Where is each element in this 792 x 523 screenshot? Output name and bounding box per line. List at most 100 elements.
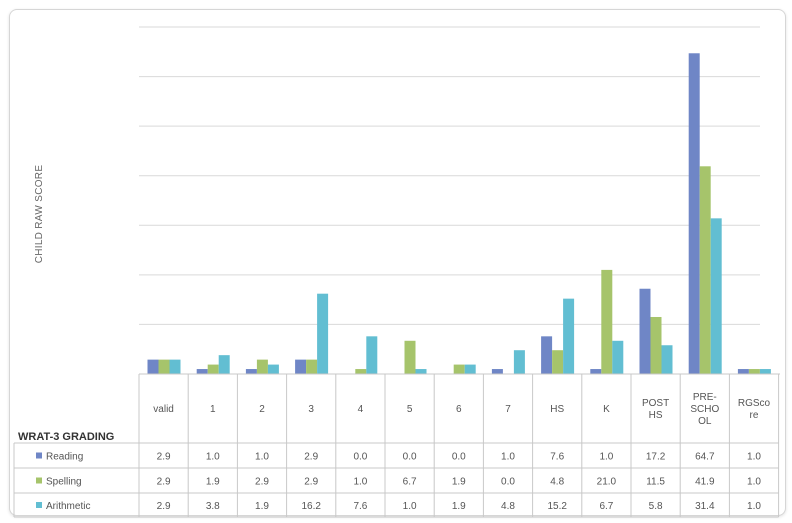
- bar-reading-12: [737, 369, 749, 374]
- category-label: K: [603, 404, 610, 415]
- data-label: 1.0: [501, 452, 515, 463]
- data-label: 1.0: [747, 452, 761, 463]
- category-label: SCHO: [690, 404, 719, 415]
- bar-reading-0: [147, 359, 159, 374]
- data-label: 16.2: [301, 501, 321, 512]
- data-label: 64.7: [695, 452, 715, 463]
- data-label: 3.8: [206, 501, 220, 512]
- category-label: PRE-: [693, 392, 717, 403]
- bar-arithmetic-11: [710, 218, 722, 374]
- data-label: 5.8: [649, 501, 663, 512]
- data-label: 1.0: [255, 452, 269, 463]
- data-label: 0.0: [501, 477, 515, 488]
- bar-reading-1: [196, 369, 208, 374]
- category-label: POST: [642, 398, 669, 409]
- data-table: valid 1 2 3 4 5 6 7 HS KPOSTHSPRE-SCHOOLRGScoreRe…: [13, 373, 780, 518]
- bar-arithmetic-3: [317, 293, 329, 374]
- data-label: 31.4: [695, 501, 715, 512]
- bar-spelling-10: [650, 316, 662, 374]
- data-label: 1.0: [206, 452, 220, 463]
- category-label: 5: [407, 404, 413, 415]
- bar-arithmetic-9: [612, 340, 624, 374]
- bar-reading-10: [639, 288, 651, 374]
- category-label: 2: [259, 404, 265, 415]
- data-label: 0.0: [353, 452, 367, 463]
- data-label: 7.6: [353, 501, 367, 512]
- category-label: 6: [456, 404, 462, 415]
- legend-label-reading: Reading: [46, 452, 83, 463]
- data-label: 41.9: [695, 477, 715, 488]
- data-label: 1.0: [403, 501, 417, 512]
- bar-spelling-9: [601, 269, 613, 374]
- category-label: valid: [153, 404, 174, 415]
- legend-swatch-spelling: [36, 477, 42, 484]
- bar-arithmetic-5: [415, 369, 427, 374]
- data-label: 1.9: [452, 477, 466, 488]
- legend-label-spelling: Spelling: [46, 477, 82, 488]
- bar-spelling-11: [699, 166, 711, 374]
- data-label: 1.9: [452, 501, 466, 512]
- data-label: 1.0: [599, 452, 613, 463]
- bar-reading-8: [541, 336, 553, 374]
- legend-swatch-reading: [36, 452, 42, 459]
- data-label: 4.8: [550, 477, 564, 488]
- category-label: 1: [210, 404, 216, 415]
- gridlines: [139, 26, 760, 325]
- y-axis-title: CHILD RAW SCORE: [34, 165, 45, 264]
- data-label: 1.9: [255, 501, 269, 512]
- data-label: 1.9: [206, 477, 220, 488]
- data-label: 4.8: [501, 501, 515, 512]
- data-label: 17.2: [646, 452, 666, 463]
- bar-reading-9: [590, 369, 602, 374]
- bar-spelling-0: [158, 359, 170, 374]
- category-label: HS: [550, 404, 564, 415]
- category-label: re: [750, 410, 759, 421]
- legend-label-arithmetic: Arithmetic: [46, 501, 90, 512]
- data-label: 2.9: [157, 452, 171, 463]
- data-label: 0.0: [452, 452, 466, 463]
- bar-arithmetic-6: [464, 364, 476, 374]
- bar-reading-11: [688, 53, 700, 374]
- category-label: 7: [505, 404, 511, 415]
- data-label: 2.9: [157, 477, 171, 488]
- bar-reading-7: [491, 369, 503, 374]
- bar-arithmetic-12: [759, 369, 771, 374]
- bar-reading-3: [295, 359, 307, 374]
- data-label: 2.9: [304, 452, 318, 463]
- bar-arithmetic-8: [563, 298, 575, 374]
- bar-spelling-5: [404, 340, 416, 374]
- data-label: 1.0: [747, 477, 761, 488]
- bar-arithmetic-0: [169, 359, 181, 374]
- data-label: 6.7: [403, 477, 417, 488]
- data-label: 2.9: [304, 477, 318, 488]
- data-label: 21.0: [597, 477, 617, 488]
- data-label: 7.6: [550, 452, 564, 463]
- data-label: 11.5: [646, 477, 665, 488]
- data-label: 1.0: [747, 501, 761, 512]
- data-label: 1.0: [353, 477, 367, 488]
- bar-arithmetic-10: [661, 345, 673, 374]
- bars: [147, 53, 771, 374]
- x-axis-title: WRAT-3 GRADING: [18, 431, 114, 443]
- data-label: 6.7: [599, 501, 613, 512]
- bar-spelling-2: [256, 359, 268, 374]
- legend-swatch-arithmetic: [36, 502, 42, 508]
- bar-reading-2: [245, 369, 257, 374]
- bar-arithmetic-7: [513, 350, 525, 374]
- data-label: 2.9: [255, 477, 269, 488]
- bar-spelling-1: [207, 364, 219, 374]
- bar-spelling-4: [355, 369, 367, 374]
- category-label: 3: [308, 404, 314, 415]
- data-label: 15.2: [547, 501, 567, 512]
- data-label: 2.9: [157, 501, 171, 512]
- category-label: OL: [698, 416, 712, 427]
- category-label: HS: [649, 410, 663, 421]
- category-label: RGSco: [738, 398, 771, 409]
- bar-spelling-3: [306, 359, 318, 374]
- bar-arithmetic-4: [366, 336, 378, 374]
- bar-spelling-6: [453, 364, 465, 374]
- category-label: 4: [358, 404, 364, 415]
- bar-spelling-8: [552, 350, 564, 374]
- bar-spelling-12: [748, 369, 760, 374]
